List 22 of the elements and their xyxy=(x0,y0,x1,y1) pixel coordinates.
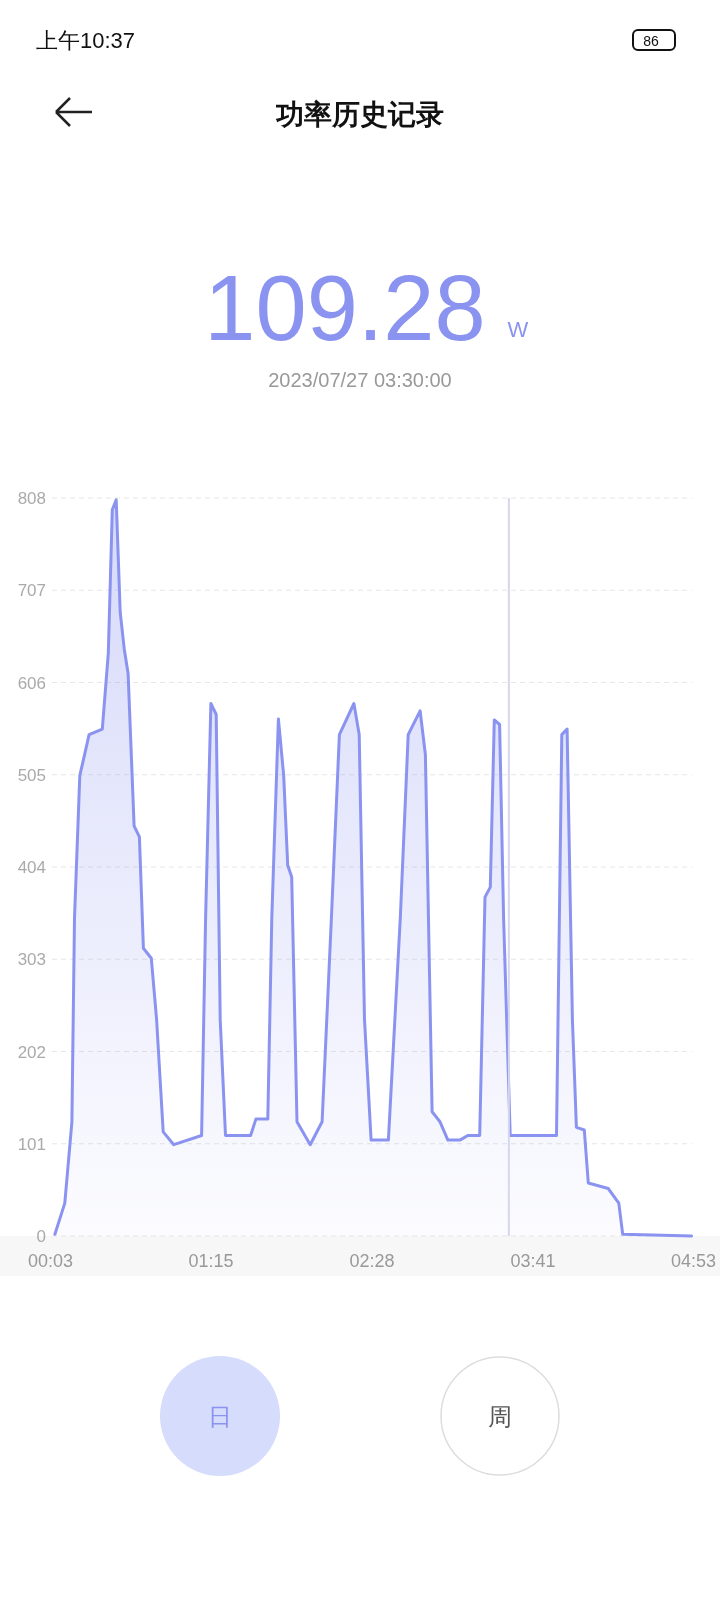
x-tick-label: 04:53 xyxy=(670,1251,716,1271)
x-tick-label: 00:03 xyxy=(28,1251,74,1271)
text: W xyxy=(507,317,529,342)
text: 86 xyxy=(643,33,659,49)
text: 2023/07/27 03:30:00 xyxy=(268,369,452,391)
y-tick-label: 303 xyxy=(17,950,46,970)
y-tick-label: 606 xyxy=(17,673,46,693)
y-tick-label: 505 xyxy=(17,765,46,785)
y-tick-label: 808 xyxy=(17,489,46,508)
y-tick-label: 0 xyxy=(36,1227,46,1246)
y-tick-label: 202 xyxy=(17,1042,46,1062)
text: 109.28 xyxy=(204,257,486,359)
text: 日 xyxy=(208,1403,232,1430)
y-tick-label: 101 xyxy=(17,1134,46,1154)
chart-title: 功率历史记录 xyxy=(275,99,444,130)
text: 上午10:37 xyxy=(36,28,136,53)
x-tick-label: 03:41 xyxy=(510,1251,556,1271)
y-tick-label: 404 xyxy=(17,858,46,877)
y-tick-label: 707 xyxy=(17,581,46,601)
x-tick-label: 02:28 xyxy=(349,1251,395,1271)
text: 周 xyxy=(488,1403,512,1430)
x-tick-label: 01:15 xyxy=(188,1251,234,1271)
